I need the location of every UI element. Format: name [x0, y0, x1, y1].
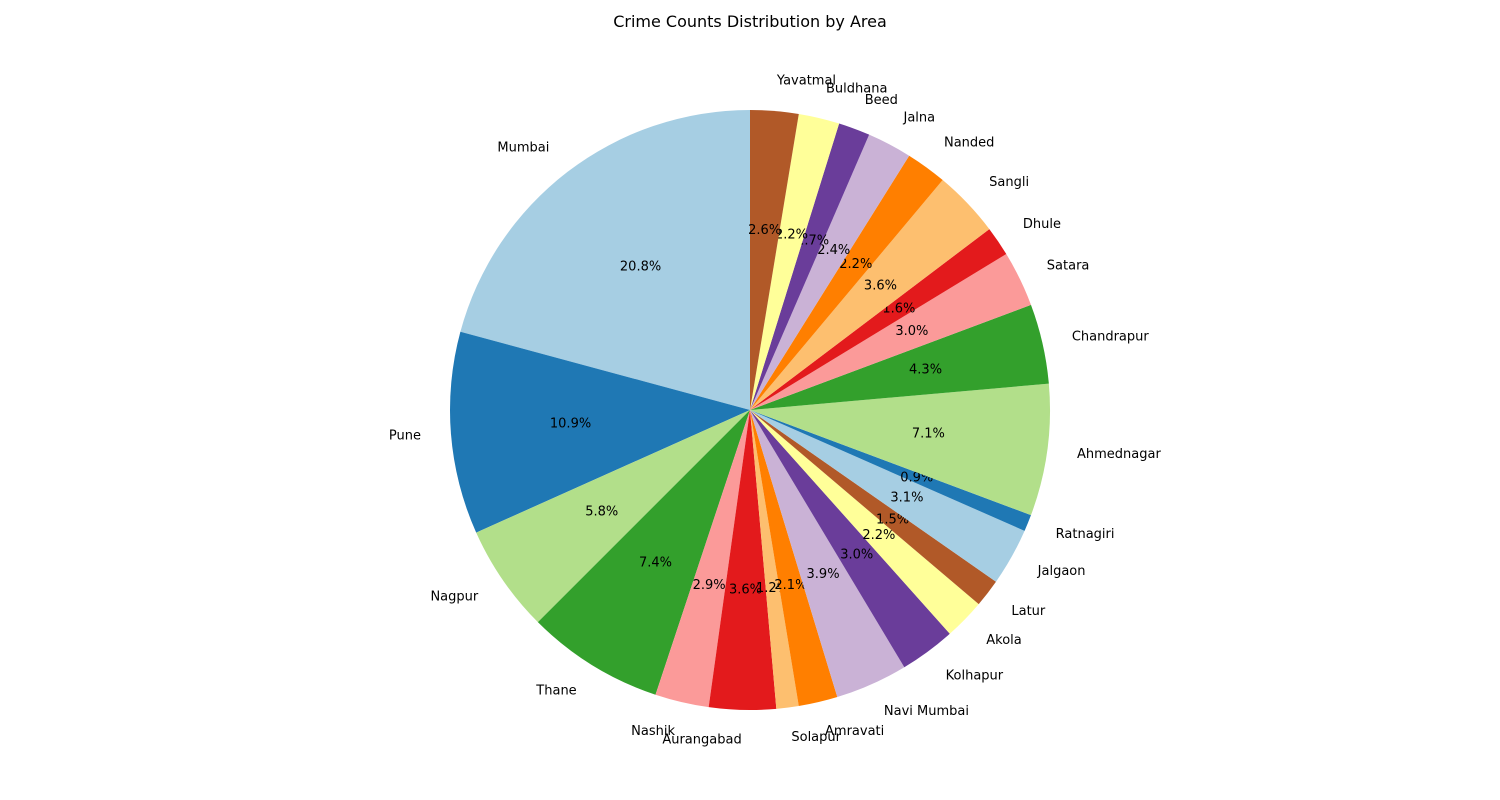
pie-slice-akola [750, 410, 979, 634]
pie-slice-sangli [750, 180, 990, 410]
pie-slice-pune [450, 331, 750, 533]
pie-slice-amravati [750, 410, 838, 707]
pie-slice-beed [750, 123, 870, 410]
pie-pct-label: 1.7% [796, 234, 829, 249]
pie-slice-solapur [750, 410, 799, 709]
pie-category-label: Beed [865, 93, 898, 108]
pie-category-label: Jalgaon [1037, 564, 1086, 579]
pie-category-label: Dhule [1023, 217, 1061, 232]
pie-pct-label: 2.4% [817, 243, 850, 258]
pie-category-label: Pune [389, 428, 421, 443]
pie-category-label: Navi Mumbai [884, 704, 969, 719]
pie-pct-label: 3.9% [807, 567, 840, 582]
pie-pct-label: 1.5% [876, 512, 909, 527]
pie-slice-satara [750, 254, 1031, 410]
pie-category-label: Akola [986, 633, 1022, 648]
pie-pct-label: 7.4% [639, 556, 672, 571]
pie-pct-label: 3.1% [890, 491, 923, 506]
pie-category-label: Nagpur [430, 590, 478, 605]
pie-slice-buldhana [750, 113, 840, 411]
pie-pct-label: 1.6% [882, 301, 915, 316]
pie-category-label: Mumbai [497, 140, 549, 155]
pie-category-label: Sangli [989, 175, 1029, 190]
pie-slice-chandrapur [750, 304, 1049, 410]
pie-slice-dhule [750, 229, 1007, 410]
pie-category-label: Chandrapur [1072, 330, 1150, 345]
pie-pct-label: 10.9% [550, 417, 591, 432]
pie-pct-label: 4.3% [909, 363, 942, 378]
pie-pct-label: 3.6% [729, 582, 762, 597]
pie-category-label: Amravati [825, 724, 884, 739]
pie-category-label: Thane [535, 683, 576, 698]
pie-pct-label: 2.6% [748, 223, 781, 238]
pie-pct-label: 2.9% [693, 578, 726, 593]
pie-slice-kolhapur [750, 410, 950, 668]
pie-pct-label: 3.0% [895, 324, 928, 339]
pie-pct-label: 2.2% [775, 227, 808, 242]
pie-category-label: Nanded [944, 136, 994, 151]
pie-pct-label: 7.1% [912, 427, 945, 442]
pie-slice-ratnagiri [750, 410, 1031, 531]
pie-slice-jalna [750, 134, 910, 410]
pie-category-label: Latur [1011, 604, 1046, 619]
pie-slice-jalgaon [750, 410, 1025, 582]
pie-category-label: Satara [1047, 258, 1090, 273]
pie-slice-nanded [750, 155, 943, 410]
pie-category-label: Solapur [791, 730, 841, 745]
pie-slice-ahmednagar [750, 383, 1050, 516]
pie-slice-nagpur [476, 410, 750, 623]
pie-category-label: Buldhana [826, 81, 887, 96]
pie-slice-yavatmal [750, 110, 799, 410]
pie-category-label: Jalna [902, 110, 935, 125]
pie-category-label: Ahmednagar [1077, 447, 1161, 462]
pie-slice-navi-mumbai [750, 410, 905, 698]
pie-category-label: Nashik [631, 724, 675, 739]
pie-pct-label: 5.8% [585, 505, 618, 520]
pie-category-label: Aurangabad [662, 732, 741, 747]
chart-title: Crime Counts Distribution by Area [613, 12, 887, 31]
pie-slice-latur [750, 410, 996, 605]
pie-slice-aurangabad [708, 410, 777, 710]
pie-slice-mumbai [460, 110, 750, 410]
pie-pct-label: 2.1% [774, 578, 807, 593]
pie-slice-nashik [655, 410, 750, 708]
pie-pct-label: 3.0% [840, 547, 873, 562]
pie-category-label: Yavatmal [776, 74, 836, 89]
pie-category-label: Ratnagiri [1056, 527, 1115, 542]
pie-slice-thane [537, 410, 750, 695]
pie-pct-label: 3.6% [864, 278, 897, 293]
pie-category-label: Kolhapur [946, 668, 1004, 683]
pie-pct-label: 2.2% [839, 257, 872, 272]
pie-pct-label: 2.2% [862, 528, 895, 543]
pie-pct-label: 20.8% [620, 260, 661, 275]
